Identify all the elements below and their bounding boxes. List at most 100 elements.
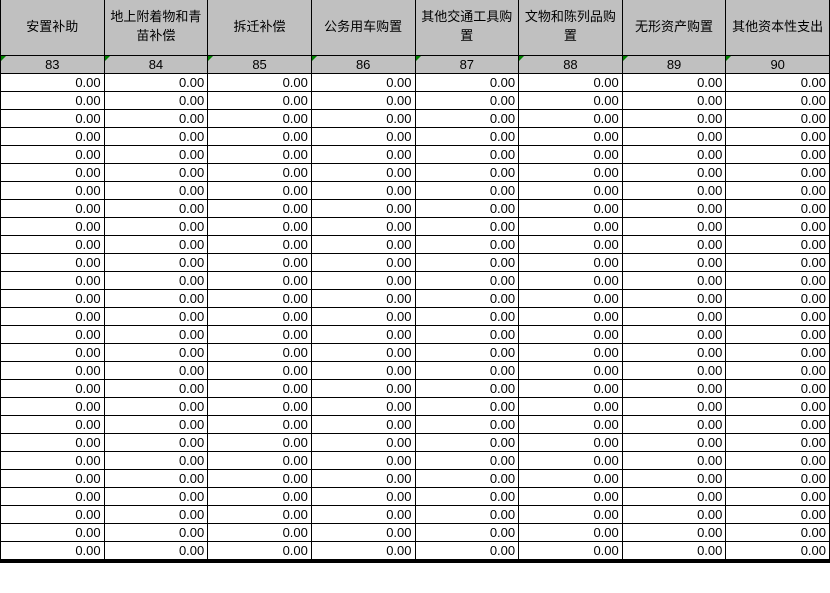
column-header-cell[interactable]: 地上附着物和青苗补偿: [103, 0, 209, 56]
value-cell[interactable]: 0.00: [207, 73, 312, 92]
value-cell[interactable]: 0.00: [414, 451, 520, 470]
value-cell[interactable]: 0.00: [0, 523, 105, 542]
value-cell[interactable]: 0.00: [414, 289, 520, 308]
value-cell[interactable]: 0.00: [518, 253, 623, 272]
value-cell[interactable]: 0.00: [207, 163, 312, 182]
value-cell[interactable]: 0.00: [414, 91, 520, 110]
value-cell[interactable]: 0.00: [621, 307, 727, 326]
value-cell[interactable]: 0.00: [725, 109, 830, 128]
value-cell[interactable]: 0.00: [414, 523, 520, 542]
value-cell[interactable]: 0.00: [310, 289, 416, 308]
column-code-cell[interactable]: 87: [414, 55, 520, 74]
value-cell[interactable]: 0.00: [207, 469, 312, 488]
value-cell[interactable]: 0.00: [621, 127, 727, 146]
column-header-cell[interactable]: 拆迁补偿: [207, 0, 312, 56]
value-cell[interactable]: 0.00: [518, 307, 623, 326]
value-cell[interactable]: 0.00: [414, 163, 520, 182]
value-cell[interactable]: 0.00: [0, 415, 105, 434]
value-cell[interactable]: 0.00: [103, 91, 209, 110]
value-cell[interactable]: 0.00: [0, 451, 105, 470]
value-cell[interactable]: 0.00: [518, 325, 623, 344]
value-cell[interactable]: 0.00: [414, 343, 520, 362]
value-cell[interactable]: 0.00: [621, 253, 727, 272]
value-cell[interactable]: 0.00: [310, 253, 416, 272]
value-cell[interactable]: 0.00: [0, 541, 105, 560]
value-cell[interactable]: 0.00: [207, 199, 312, 218]
value-cell[interactable]: 0.00: [207, 343, 312, 362]
value-cell[interactable]: 0.00: [725, 181, 830, 200]
value-cell[interactable]: 0.00: [725, 253, 830, 272]
value-cell[interactable]: 0.00: [725, 433, 830, 452]
value-cell[interactable]: 0.00: [207, 217, 312, 236]
value-cell[interactable]: 0.00: [0, 487, 105, 506]
value-cell[interactable]: 0.00: [414, 145, 520, 164]
value-cell[interactable]: 0.00: [414, 541, 520, 560]
value-cell[interactable]: 0.00: [207, 127, 312, 146]
column-header-cell[interactable]: 安置补助: [0, 0, 105, 56]
value-cell[interactable]: 0.00: [0, 253, 105, 272]
value-cell[interactable]: 0.00: [518, 235, 623, 254]
value-cell[interactable]: 0.00: [621, 289, 727, 308]
value-cell[interactable]: 0.00: [0, 361, 105, 380]
value-cell[interactable]: 0.00: [725, 145, 830, 164]
column-code-cell[interactable]: 85: [207, 55, 312, 74]
value-cell[interactable]: 0.00: [725, 361, 830, 380]
value-cell[interactable]: 0.00: [621, 523, 727, 542]
value-cell[interactable]: 0.00: [103, 541, 209, 560]
value-cell[interactable]: 0.00: [518, 127, 623, 146]
value-cell[interactable]: 0.00: [0, 271, 105, 290]
value-cell[interactable]: 0.00: [0, 127, 105, 146]
value-cell[interactable]: 0.00: [725, 325, 830, 344]
column-code-cell[interactable]: 84: [103, 55, 209, 74]
value-cell[interactable]: 0.00: [103, 145, 209, 164]
value-cell[interactable]: 0.00: [207, 379, 312, 398]
value-cell[interactable]: 0.00: [621, 361, 727, 380]
value-cell[interactable]: 0.00: [414, 379, 520, 398]
value-cell[interactable]: 0.00: [0, 469, 105, 488]
value-cell[interactable]: 0.00: [725, 271, 830, 290]
value-cell[interactable]: 0.00: [207, 289, 312, 308]
value-cell[interactable]: 0.00: [414, 235, 520, 254]
value-cell[interactable]: 0.00: [310, 109, 416, 128]
value-cell[interactable]: 0.00: [310, 271, 416, 290]
value-cell[interactable]: 0.00: [0, 91, 105, 110]
value-cell[interactable]: 0.00: [725, 451, 830, 470]
value-cell[interactable]: 0.00: [310, 163, 416, 182]
value-cell[interactable]: 0.00: [103, 199, 209, 218]
value-cell[interactable]: 0.00: [207, 415, 312, 434]
value-cell[interactable]: 0.00: [310, 235, 416, 254]
value-cell[interactable]: 0.00: [103, 343, 209, 362]
column-code-cell[interactable]: 83: [0, 55, 105, 74]
value-cell[interactable]: 0.00: [310, 487, 416, 506]
value-cell[interactable]: 0.00: [207, 523, 312, 542]
value-cell[interactable]: 0.00: [621, 505, 727, 524]
value-cell[interactable]: 0.00: [103, 253, 209, 272]
value-cell[interactable]: 0.00: [103, 181, 209, 200]
value-cell[interactable]: 0.00: [0, 325, 105, 344]
value-cell[interactable]: 0.00: [725, 469, 830, 488]
value-cell[interactable]: 0.00: [725, 127, 830, 146]
value-cell[interactable]: 0.00: [0, 199, 105, 218]
value-cell[interactable]: 0.00: [310, 451, 416, 470]
value-cell[interactable]: 0.00: [518, 505, 623, 524]
value-cell[interactable]: 0.00: [207, 307, 312, 326]
value-cell[interactable]: 0.00: [725, 397, 830, 416]
value-cell[interactable]: 0.00: [414, 505, 520, 524]
value-cell[interactable]: 0.00: [414, 487, 520, 506]
value-cell[interactable]: 0.00: [310, 397, 416, 416]
value-cell[interactable]: 0.00: [621, 451, 727, 470]
value-cell[interactable]: 0.00: [518, 487, 623, 506]
value-cell[interactable]: 0.00: [207, 109, 312, 128]
value-cell[interactable]: 0.00: [103, 289, 209, 308]
value-cell[interactable]: 0.00: [725, 487, 830, 506]
value-cell[interactable]: 0.00: [0, 397, 105, 416]
column-code-cell[interactable]: 90: [725, 55, 830, 74]
value-cell[interactable]: 0.00: [518, 361, 623, 380]
value-cell[interactable]: 0.00: [0, 289, 105, 308]
value-cell[interactable]: 0.00: [518, 379, 623, 398]
value-cell[interactable]: 0.00: [621, 343, 727, 362]
value-cell[interactable]: 0.00: [621, 235, 727, 254]
value-cell[interactable]: 0.00: [621, 469, 727, 488]
value-cell[interactable]: 0.00: [621, 73, 727, 92]
value-cell[interactable]: 0.00: [103, 127, 209, 146]
